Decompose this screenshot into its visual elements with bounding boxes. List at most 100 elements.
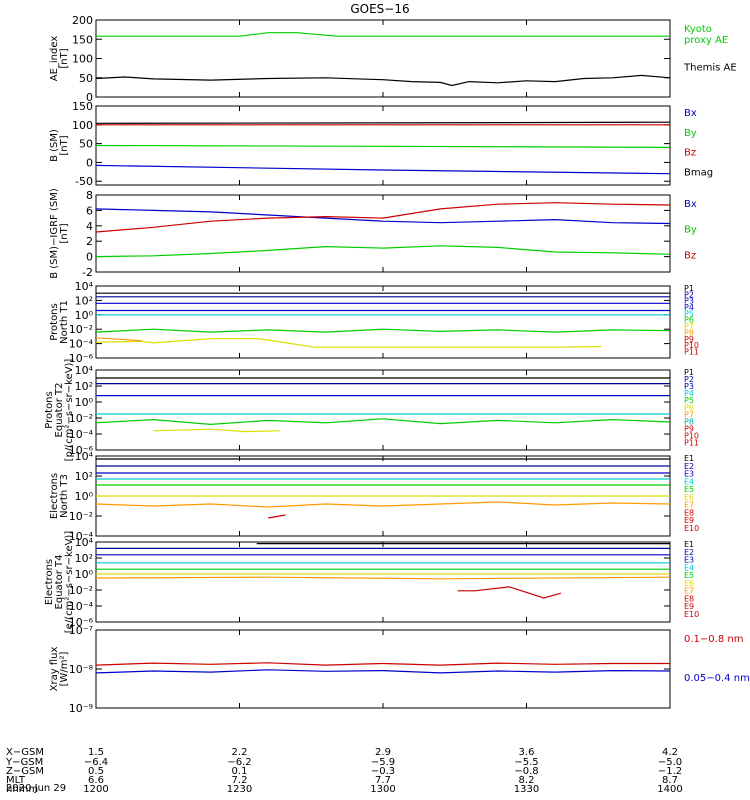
- legend-line: P10: [684, 431, 699, 440]
- legend-line: proxy AE: [684, 35, 728, 46]
- x-axis-value: −0.3: [371, 766, 395, 777]
- legend-line: E7: [684, 501, 694, 510]
- x-axis-value: −6.4: [84, 757, 108, 768]
- series-line-kyoto-proxy-ae: [96, 32, 670, 37]
- y-tick-label: 150: [72, 100, 93, 113]
- x-axis-value: 1330: [514, 784, 539, 795]
- y-tick-label: 50: [79, 138, 93, 151]
- legend-line: P9: [684, 335, 694, 344]
- legend-e2: E2: [684, 462, 694, 471]
- y-tick-label: 10²: [75, 470, 93, 483]
- legend-line: E6: [684, 579, 694, 588]
- x-axis-value: −6.2: [227, 757, 251, 768]
- legend-p2: P2: [684, 290, 694, 299]
- y-tick-label: 0: [86, 156, 93, 169]
- y-tick-label: 50: [79, 72, 93, 85]
- plot-data: [96, 121, 670, 175]
- legend-p5: P5: [684, 309, 694, 318]
- legend-p7: P7: [684, 410, 694, 419]
- x-axis-value: 8.7: [662, 775, 678, 786]
- y-axis-label: B (SM)−IGRF (SM)[nT]: [49, 188, 70, 279]
- x-axis-value: 2.2: [232, 747, 248, 758]
- y-tick-label: 4: [86, 220, 93, 233]
- y-axis-label-line: B (SM)−IGRF (SM): [49, 188, 60, 279]
- legend-e8: E8: [684, 508, 694, 517]
- series-line-0-05-0-4-nm: [96, 669, 670, 674]
- y-tick-label: 10⁴: [75, 450, 94, 463]
- x-axis-row-label: X−GSM: [6, 747, 44, 758]
- legend-line: P5: [684, 396, 694, 405]
- legend-bx: Bx: [684, 108, 697, 119]
- y-axis-label: ProtonsNorth T1: [49, 300, 70, 344]
- legend-themis-ae: Themis AE: [683, 63, 737, 74]
- y-axis-label: B (SM)[nT]: [49, 129, 70, 162]
- y-axis-label-line: [e/(cm²−s−sr−keV)]: [64, 531, 75, 634]
- legend-line: E2: [684, 548, 694, 557]
- legend-line: E8: [684, 594, 694, 603]
- y-tick-label: 10⁰: [75, 490, 94, 503]
- legend-line: P7: [684, 410, 694, 419]
- legend-line: E10: [684, 524, 699, 533]
- y-tick-label: 10⁻²: [69, 412, 93, 425]
- y-tick-label: 10⁻⁴: [69, 600, 94, 613]
- legend-line: P5: [684, 309, 694, 318]
- legend-line: Bz: [684, 250, 696, 261]
- y-tick-label: 10⁴: [75, 536, 94, 549]
- legend-e1: E1: [684, 454, 694, 463]
- y-tick-label: 10⁻²: [69, 584, 93, 597]
- legend-line: Themis AE: [683, 63, 737, 74]
- y-axis-label-line: AE_index: [49, 36, 60, 82]
- legend-line: P3: [684, 382, 694, 391]
- y-tick-label: 8: [86, 189, 93, 202]
- y-tick-label: 10⁻⁶: [69, 444, 94, 457]
- y-tick-label: 2: [86, 235, 93, 248]
- y-axis-label-line: [nT]: [59, 135, 70, 155]
- legend-e7: E7: [684, 501, 694, 510]
- legend-line: P8: [684, 328, 694, 337]
- panel-6: 10⁻⁴ 10⁻² 10⁰ 10² 10⁴ ElectronsNorth T3 E1E2E3…: [49, 450, 699, 543]
- figure-title: GOES−16: [350, 2, 409, 16]
- legend-line: By: [684, 128, 697, 139]
- y-axis-label-line: Protons: [44, 391, 55, 428]
- y-axis-label-line: Xray flux: [49, 647, 60, 692]
- y-tick-label: 150: [72, 33, 93, 46]
- legend-line: E1: [684, 540, 694, 549]
- y-axis-label-line: North T3: [59, 474, 70, 518]
- legend-by: By: [684, 225, 697, 236]
- legend-line: E5: [684, 571, 694, 580]
- legend-by: By: [684, 128, 697, 139]
- series-line-bz: [96, 202, 670, 233]
- legend-line: E3: [684, 556, 694, 565]
- y-tick-label: 10⁻²: [69, 510, 93, 523]
- y-tick-label: 10⁴: [75, 280, 94, 293]
- x-axis-value: 2.9: [375, 747, 391, 758]
- plot-frame: [95, 369, 671, 451]
- x-axis-value: 6.6: [88, 775, 104, 786]
- x-axis-value: −0.8: [514, 766, 538, 777]
- legend-bmag: Bmag: [684, 167, 713, 178]
- y-tick-label: 100: [72, 53, 93, 66]
- x-axis-value: −5.0: [658, 757, 682, 768]
- legend-e6: E6: [684, 493, 694, 502]
- plot-data: [96, 458, 670, 519]
- legend-line: E2: [684, 462, 694, 471]
- legend-e10: E10: [684, 610, 699, 619]
- x-axis-value: −5.9: [371, 757, 395, 768]
- x-axis-value: 7.7: [375, 775, 391, 786]
- legend-p1: P1: [684, 368, 694, 377]
- legend-p7: P7: [684, 322, 694, 331]
- legend-line: P4: [684, 389, 694, 398]
- legend-e10: E10: [684, 524, 699, 533]
- y-tick-label: 10⁰: [75, 309, 94, 322]
- legend-bz: Bz: [684, 148, 696, 159]
- y-axis-label-line: Protons: [49, 303, 60, 340]
- legend-e3: E3: [684, 470, 694, 479]
- y-tick-label: 10⁻²: [69, 323, 93, 336]
- legend-line: E10: [684, 610, 699, 619]
- legend-line: E4: [684, 563, 694, 572]
- legend-line: E1: [684, 454, 694, 463]
- legend-line: E7: [684, 587, 694, 596]
- series-line-bx: [96, 164, 670, 175]
